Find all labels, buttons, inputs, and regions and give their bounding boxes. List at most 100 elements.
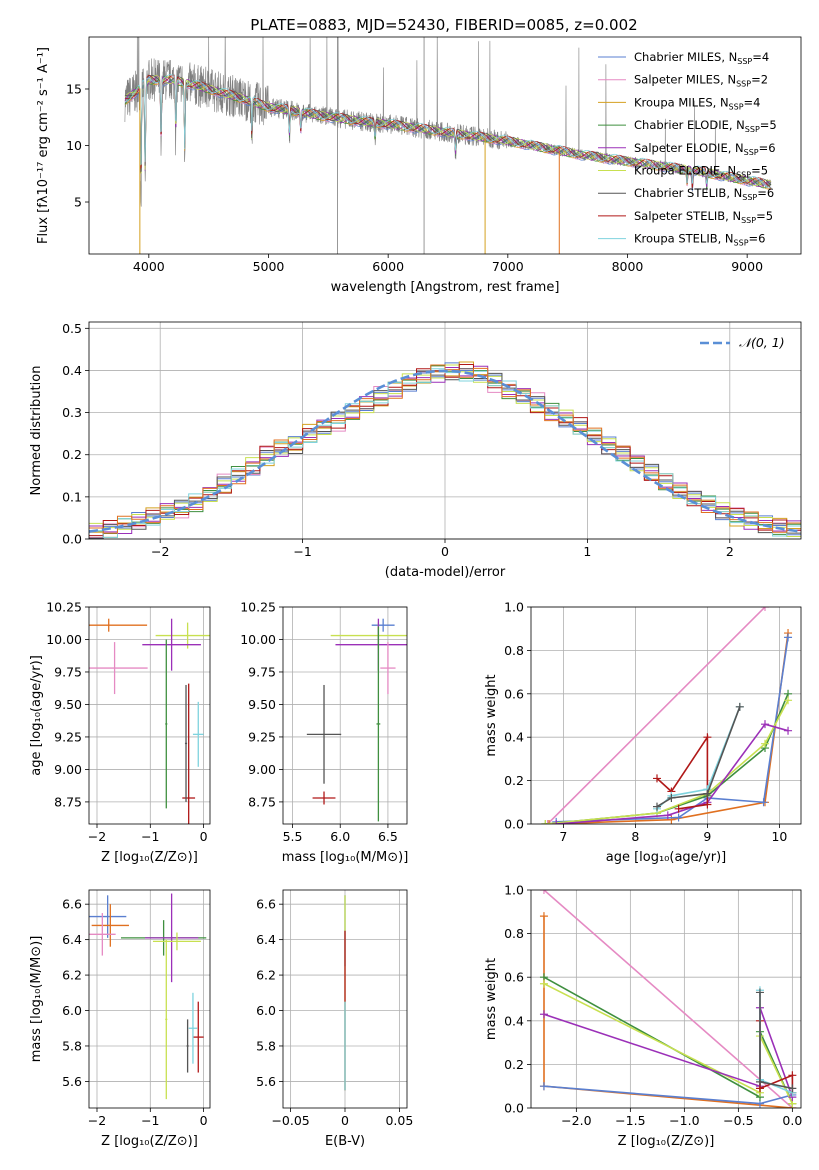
x-tick-label: −1.0 [669, 1113, 699, 1128]
x-tick-label: 6.5 [378, 829, 398, 844]
legend-label-suffix: =6 [759, 141, 776, 155]
x-tick-label: 6000 [372, 259, 404, 274]
weight-line-salpeter_miles [543, 890, 793, 1108]
y-tick-label: 6.4 [62, 932, 82, 947]
legend-label-suffix: =5 [751, 164, 768, 178]
data-point-hist_extra_orange [89, 618, 148, 632]
weight-line-hist_extra_orange [543, 916, 793, 1108]
y-tick-label: 1.0 [504, 883, 524, 898]
x-tick-label: 8000 [612, 259, 644, 274]
weight-marker [663, 811, 672, 820]
data-point-kroupa_stelib [192, 701, 204, 767]
y-tick-label: 0.0 [504, 817, 524, 832]
legend-label-suffix: =5 [756, 209, 773, 223]
weight-marker [755, 988, 764, 997]
panel-mass_vs_Z: −2 −1 0 5.6 5.8 6.0 6.2 6.4 6.6 Z [log₁₀(Z/Z⊙)] ma… [29, 889, 211, 1149]
y-tick-label: 0.2 [504, 773, 524, 788]
plot-area [89, 361, 801, 539]
x-tick-label: 5.5 [283, 829, 303, 844]
y-tick-label: 6.2 [256, 968, 276, 983]
legend-label-suffix: =4 [744, 95, 761, 109]
y-tick-label: 9.50 [54, 697, 82, 712]
x-tick-label: 1 [583, 544, 591, 559]
weight-marker [703, 733, 712, 742]
axes-frame [530, 889, 802, 1109]
x-axis-label: (data-model)/error [385, 565, 506, 580]
x-tick-label: 9 [703, 829, 711, 844]
x-tick-label: 0 [200, 829, 208, 844]
y-tick-label: 0.3 [62, 405, 82, 420]
plot-area [306, 618, 407, 822]
y-tick-label: 0.6 [504, 686, 524, 701]
x-tick-label: −2 [88, 1113, 106, 1128]
y-tick-label: 0.4 [504, 730, 524, 745]
weight-marker [541, 820, 550, 824]
data-point-salpeter_stelib [182, 683, 196, 824]
y-tick-label: 6.2 [62, 968, 82, 983]
weight-marker [674, 813, 683, 822]
y-tick-label: 10.00 [240, 632, 276, 647]
weight-marker [735, 702, 744, 711]
weight-marker [784, 633, 793, 642]
weight-marker [788, 1084, 797, 1093]
x-tick-label: −2 [88, 829, 106, 844]
x-tick-label: 0.0 [782, 1113, 802, 1128]
legend-label: Salpeter STELIB, NSSP=5 [634, 209, 773, 225]
normal-curve [89, 369, 801, 533]
legend-label-sub: SSP [734, 239, 749, 248]
panel-residual_histogram: −2 −1 0 1 2 0.0 0.1 0.2 0.3 0.4 0.5 (data-model)/er… [29, 321, 802, 580]
plot-area [89, 618, 210, 824]
legend-label-suffix: =6 [757, 186, 774, 200]
weight-marker [539, 912, 548, 921]
legend-label: Chabrier ELODIE, NSSP=5 [634, 118, 777, 134]
weight-marker [703, 789, 712, 798]
data-point-kroupa_stelib [188, 992, 198, 1064]
y-tick-label: 9.75 [54, 664, 82, 679]
y-tick-label: 0.6 [504, 970, 524, 985]
x-axis-label: Z [log₁₀(Z/Z⊙)] [618, 1134, 715, 1149]
x-tick-label: 6.0 [330, 829, 350, 844]
x-tick-label: 5000 [253, 259, 285, 274]
x-tick-label: 0 [341, 1113, 349, 1128]
y-tick-label: 0.2 [62, 447, 82, 462]
x-tick-label: −1 [141, 1113, 159, 1128]
y-tick-label: 9.25 [248, 729, 276, 744]
legend-label: Chabrier STELIB, NSSP=6 [634, 186, 774, 202]
x-tick-label: 10 [771, 829, 787, 844]
data-point-salpeter_miles [89, 642, 148, 695]
x-tick-label: −1 [293, 544, 311, 559]
data-point-salpeter_miles [89, 913, 116, 956]
y-tick-label: 0.4 [504, 1013, 524, 1028]
y-tick-label: 10 [66, 138, 82, 153]
weight-marker [667, 793, 676, 802]
legend-label: Chabrier MILES, NSSP=4 [634, 50, 769, 66]
y-tick-label: 9.25 [54, 729, 82, 744]
weight-marker [759, 798, 768, 807]
axes-frame [282, 606, 408, 825]
axes-frame [530, 606, 802, 825]
x-tick-label: 8 [631, 829, 639, 844]
panel-mass_vs_ebv: −0.05 0 0.05 5.6 5.8 6.0 6.2 6.4 6.6 E(B-V) [256, 889, 413, 1149]
legend-label-sub: SSP [736, 80, 751, 89]
weight-marker [788, 1071, 797, 1080]
histogram-salpeter_stelib [89, 364, 801, 537]
data-point-chabrier_stelib [186, 1019, 189, 1073]
weight-marker [784, 696, 793, 705]
y-tick-label: 6.0 [62, 1003, 82, 1018]
legend-label-suffix: =6 [749, 232, 766, 246]
y-axis-label: age [log₁₀(age/yr)] [29, 655, 44, 776]
y-tick-label: 5.8 [256, 1038, 276, 1053]
y-axis-label: mass weight [484, 958, 499, 1040]
y-tick-label: 9.75 [248, 664, 276, 679]
legend-label: Salpeter MILES, NSSP=2 [634, 73, 768, 89]
plot-area [539, 890, 797, 1108]
x-axis-label: Z [log₁₀(Z/Z⊙)] [101, 1134, 198, 1149]
y-tick-label: 5.8 [62, 1038, 82, 1053]
legend-label: Kroupa ELODIE, NSSP=5 [634, 164, 768, 180]
legend-label-sub: SSP [744, 148, 759, 157]
data-point-kroupa_elodie [152, 932, 201, 951]
figure-title: PLATE=0883, MJD=52430, FIBERID=0085, z=0… [250, 16, 637, 34]
spectrum-legend: Chabrier MILES, NSSP=4 Salpeter MILES, NS… [598, 50, 777, 248]
x-tick-label: −1.5 [615, 1113, 645, 1128]
y-tick-label: 5 [74, 195, 82, 210]
